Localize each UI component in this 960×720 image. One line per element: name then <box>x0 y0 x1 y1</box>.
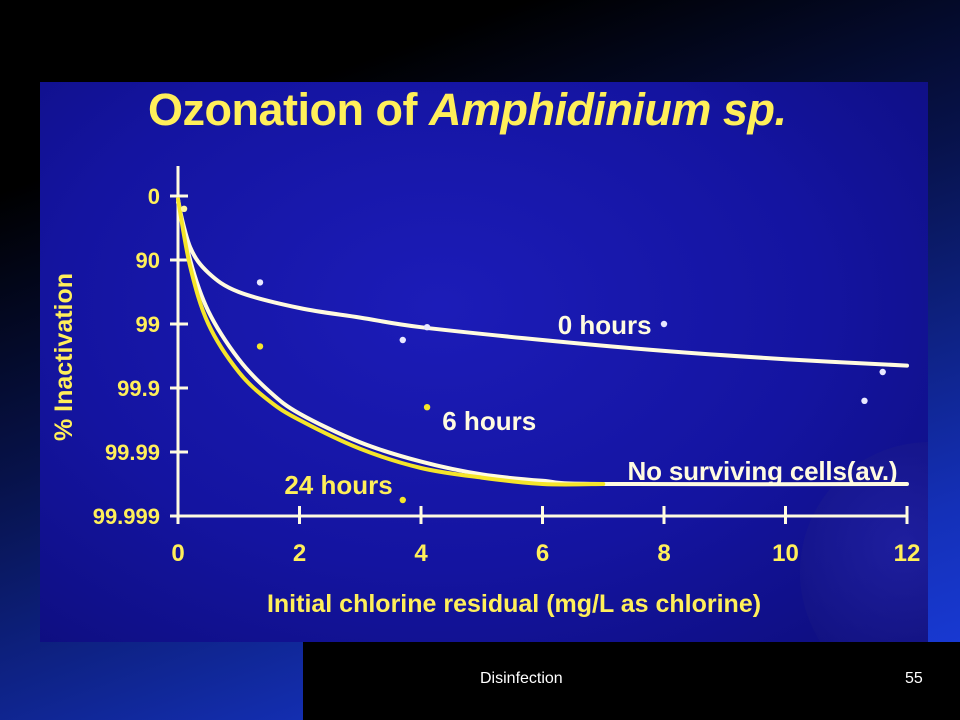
y-tick-label: 99 <box>136 312 160 337</box>
chart-title-main: Ozonation of <box>148 84 429 135</box>
x-tick-label: 10 <box>772 540 799 567</box>
data-point <box>423 324 431 331</box>
y-tick-label: 99.999 <box>93 504 160 529</box>
x-tick-label: 8 <box>657 540 670 567</box>
data-point <box>861 397 868 404</box>
chart-photo: Ozonation of Amphidinium sp. 0 90 99 99.9 99… <box>40 82 928 642</box>
x-tick-label: 4 <box>414 540 428 567</box>
annotation-label: 0 hours <box>558 310 652 340</box>
data-point <box>256 343 264 350</box>
footer-bar <box>303 642 960 720</box>
chart-title: Ozonation of Amphidinium sp. <box>148 84 787 136</box>
series-line-0-hours <box>176 200 909 368</box>
series-line-24-hours <box>176 197 606 487</box>
y-tick-label: 99.99 <box>105 440 160 465</box>
data-point <box>180 205 188 212</box>
data-point <box>399 496 406 504</box>
footer-label: Disinfection <box>480 670 563 687</box>
annotation-label: No surviving cells(av.) <box>628 456 898 486</box>
data-point <box>399 336 406 344</box>
page-number: 55 <box>905 670 923 687</box>
chart-title-species: Amphidinium sp. <box>428 84 787 135</box>
annotation-label: 24 hours <box>284 470 392 500</box>
y-tick-label: 90 <box>136 248 160 273</box>
x-tick-label: 6 <box>536 540 549 567</box>
y-tick-label: 99.9 <box>117 376 160 401</box>
x-tick-label: 2 <box>293 540 306 567</box>
data-point <box>660 320 668 328</box>
y-tick-label: 0 <box>148 184 160 209</box>
annotation-label: 6 hours <box>442 406 536 436</box>
x-tick-label: 0 <box>171 540 184 567</box>
data-point <box>423 404 431 411</box>
data-point <box>879 368 886 376</box>
data-point <box>256 279 264 286</box>
chart-plot: 0 90 99 99.9 99.99 99.999 0 2 4 6 8 10 12 Initial chl… <box>50 166 921 618</box>
x-tick-label: 12 <box>894 540 921 567</box>
x-axis-title: Initial chlorine residual (mg/L as chlor… <box>267 590 761 618</box>
y-axis-title: % Inactivation <box>50 273 78 441</box>
